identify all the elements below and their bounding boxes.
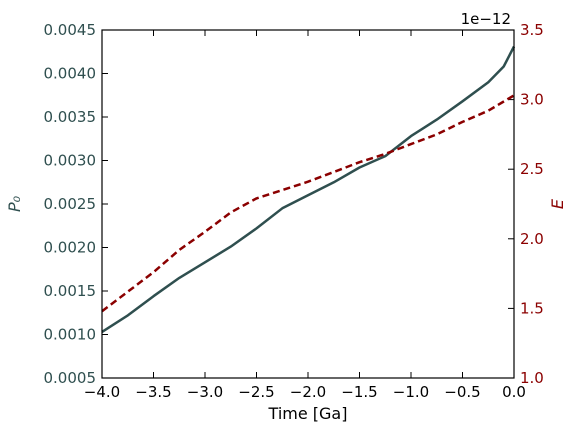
x-tick-label: −2.5 <box>238 383 274 401</box>
x-tick-label: −1.5 <box>341 383 377 401</box>
right-y-axis: 1.0 1.5 2.0 2.5 3.0 3.5 <box>508 21 544 387</box>
x-tick-label: −4.0 <box>84 383 120 401</box>
right-tick-label: 2.0 <box>520 230 544 248</box>
x-tick-label: 0.0 <box>502 383 526 401</box>
dashed-series-line <box>101 94 515 313</box>
left-tick-label: 0.0025 <box>44 195 97 213</box>
left-tick-label: 0.0005 <box>44 369 97 387</box>
right-y-axis-label: E <box>548 198 567 209</box>
x-tick-label: −2.0 <box>290 383 326 401</box>
right-tick-label: 3.0 <box>520 91 544 109</box>
x-tick-label: −0.5 <box>444 383 480 401</box>
right-tick-label: 1.0 <box>520 369 544 387</box>
left-tick-label: 0.0035 <box>44 108 97 126</box>
plot-frame <box>101 29 515 379</box>
left-tick-label: 0.0045 <box>44 21 97 39</box>
left-y-axis-label: P₀ <box>5 195 24 212</box>
left-tick-label: 0.0020 <box>44 239 97 257</box>
x-tick-label: −3.0 <box>187 383 223 401</box>
left-tick-label: 0.0010 <box>44 326 97 344</box>
right-tick-label: 2.5 <box>520 160 544 178</box>
left-tick-label: 0.0030 <box>44 152 97 170</box>
x-tick-label: −1.0 <box>393 383 429 401</box>
x-tick-label: −3.5 <box>135 383 171 401</box>
solid-series-line <box>101 45 516 333</box>
right-tick-label: 1.5 <box>520 299 544 317</box>
left-y-axis: 0.0005 0.0010 0.0015 0.0020 0.0025 0.0030 0.00… <box>44 21 108 387</box>
right-tick-label: 3.5 <box>520 21 544 39</box>
x-axis-label: Time [Ga] <box>268 404 348 423</box>
series-layer <box>101 45 516 333</box>
x-axis: −4.0 −3.5 −3.0 −2.5 −2.0 −1.5 −1.0 −0.5 0.0 <box>84 30 526 401</box>
right-axis-offset-label: 1e−12 <box>461 10 511 28</box>
left-tick-label: 0.0015 <box>44 282 97 300</box>
left-tick-label: 0.0040 <box>44 65 97 83</box>
